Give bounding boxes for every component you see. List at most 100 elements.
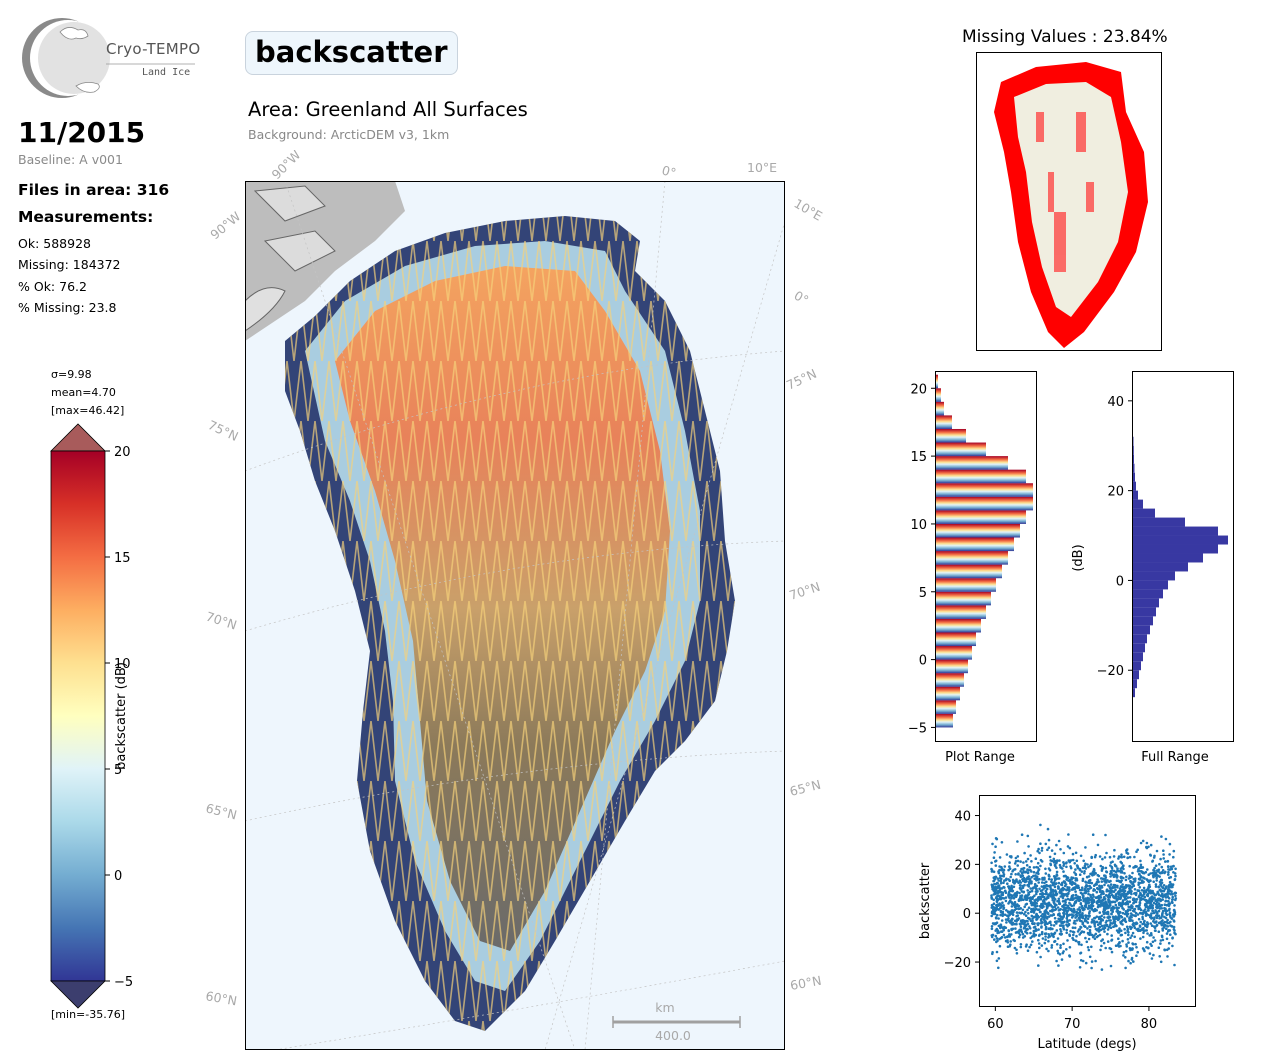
scatter-point: [1083, 908, 1086, 911]
scatter-point: [1098, 933, 1102, 937]
scatter-point: [1039, 823, 1042, 827]
scatter-point: [1085, 875, 1089, 879]
scatter-point: [1046, 922, 1049, 925]
scatter-point: [1056, 937, 1060, 940]
scatter-point: [1098, 855, 1102, 858]
scatter-point: [1124, 902, 1128, 906]
scatter-point: [1006, 935, 1009, 938]
scatter-point: [1036, 866, 1040, 869]
scatter-point: [1010, 884, 1013, 888]
scatter-point: [1149, 915, 1152, 919]
scatter-point: [1065, 906, 1069, 910]
scatter-point: [1038, 877, 1041, 881]
scatter-point: [1171, 898, 1174, 901]
scatter-point: [1039, 910, 1042, 914]
scatter-point: [1158, 862, 1161, 866]
scatter-point: [1106, 910, 1110, 914]
scatter-point: [1145, 940, 1149, 944]
histogram-bar: [936, 469, 1026, 484]
scatter-point: [998, 944, 1002, 948]
scatter-point: [1075, 878, 1079, 882]
scatter-point: [1080, 906, 1084, 910]
scatter-point: [1019, 860, 1022, 863]
scatter-point: [1071, 894, 1075, 897]
scatter-point: [1009, 886, 1013, 890]
histogram-bar: [936, 415, 952, 429]
scatter-point: [1055, 929, 1059, 932]
scatter-point: [1065, 916, 1069, 920]
scatter-point: [1016, 864, 1019, 867]
scatter-point: [1016, 855, 1020, 858]
scatter-point: [1030, 903, 1034, 907]
scatter-point: [1034, 905, 1037, 908]
scatter-point: [1010, 923, 1014, 926]
scatter-point: [1026, 922, 1030, 926]
scatter-point: [1080, 904, 1084, 908]
scatter-point: [1109, 861, 1113, 864]
scatter-point: [1073, 882, 1076, 885]
scatter-point: [1075, 939, 1078, 943]
scatter-point: [1143, 908, 1147, 911]
scatter-point: [1108, 886, 1112, 889]
scatter-point: [1112, 920, 1116, 923]
scatter-point: [1019, 925, 1023, 929]
scatter-point: [1122, 867, 1125, 871]
scatter-point: [1161, 886, 1165, 889]
scatter-point: [1170, 900, 1174, 904]
scatter-point: [1134, 911, 1138, 915]
scatter-point: [1006, 882, 1009, 885]
scatter-point: [995, 904, 999, 908]
scatter-point: [1066, 920, 1069, 924]
scatter-point: [1059, 895, 1062, 898]
scatter-point: [1151, 889, 1154, 893]
scatter-point: [1033, 877, 1036, 880]
scatter-point: [1073, 926, 1077, 930]
scatter-point: [1081, 912, 1084, 915]
scatter-point: [1164, 908, 1167, 911]
scatter-point: [1072, 931, 1076, 934]
scatter-point: [1174, 897, 1178, 900]
scatter-point: [1133, 935, 1136, 939]
missing-values-title: Missing Values : 23.84%: [962, 27, 1168, 47]
scatter-point: [992, 870, 996, 874]
scatter-point: [1050, 889, 1053, 892]
scatter-point: [1090, 960, 1094, 963]
scatter-point: [1059, 944, 1062, 947]
scatter-point: [1020, 930, 1024, 934]
scatter-point: [1105, 890, 1108, 893]
scatter-point: [1112, 925, 1115, 928]
scatter-point: [994, 922, 997, 926]
scatter-point: [1122, 895, 1126, 898]
scatter-point: [1068, 919, 1072, 922]
scatter-point: [1062, 861, 1065, 864]
scatter-point: [1016, 890, 1019, 894]
scatter-point: [1069, 929, 1072, 933]
scatter-point: [1045, 911, 1048, 914]
scatter-point: [1118, 880, 1122, 883]
histogram-bar: [1133, 526, 1218, 536]
scatter-point: [1005, 853, 1009, 856]
scatter-point: [1069, 908, 1072, 912]
y-tick-label: −20: [944, 956, 971, 971]
scatter-point: [1107, 904, 1110, 908]
scatter-point: [1031, 919, 1034, 923]
scatter-point: [992, 856, 996, 859]
scatter-point: [1137, 905, 1141, 909]
scatter-point: [1009, 920, 1013, 923]
scatter-point: [1149, 899, 1152, 902]
scatter-point: [1039, 842, 1042, 845]
scatter-point: [1114, 894, 1118, 898]
scatter-point: [1129, 891, 1133, 894]
scatter-point: [1011, 870, 1014, 873]
scatter-point: [1103, 856, 1107, 859]
scatter-point: [1076, 884, 1079, 887]
scatter-point: [1024, 860, 1028, 863]
colorbar-tick-label: 10: [114, 657, 131, 672]
scatter-point: [1071, 926, 1075, 929]
scatter-point: [1020, 911, 1024, 915]
scatter-point: [1088, 933, 1092, 936]
scatter-point: [1088, 955, 1092, 959]
scatter-point: [1121, 889, 1125, 892]
scatter-point: [1012, 880, 1015, 884]
scatter-point: [1139, 863, 1143, 867]
